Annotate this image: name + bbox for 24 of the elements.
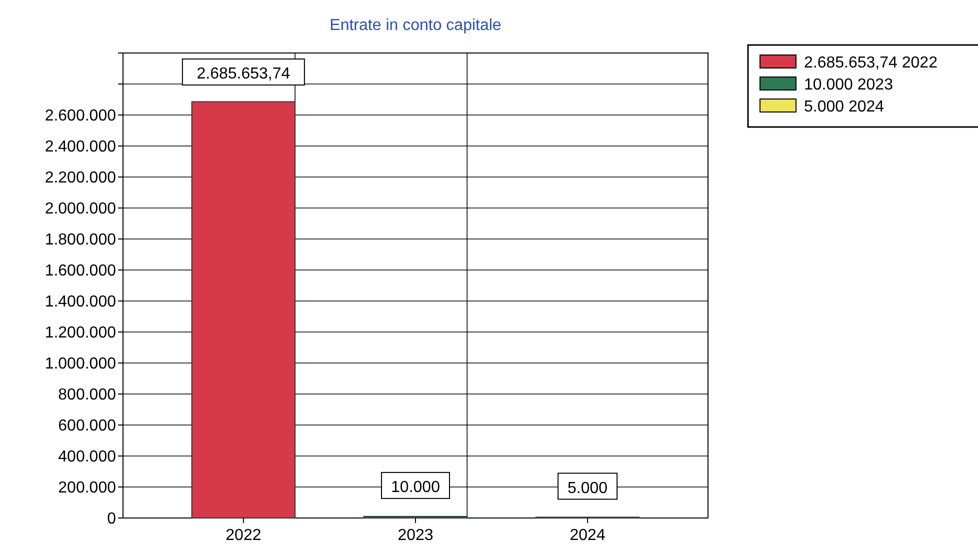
y-tick-label: 200.000 <box>58 480 116 497</box>
data-label: 2.685.653,74 <box>196 66 290 83</box>
legend-label: 5.000 2024 <box>804 98 884 116</box>
legend-label: 2.685.653,74 2022 <box>804 54 938 72</box>
legend-label: 10.000 2023 <box>804 76 894 94</box>
y-tick-label: 1.800.000 <box>44 232 116 249</box>
x-tick-label: 2024 <box>570 527 606 544</box>
y-tick-label: 2.600.000 <box>44 108 116 125</box>
x-tick-label: 2023 <box>398 527 434 544</box>
y-tick-label: 2.400.000 <box>44 138 116 156</box>
y-tick-label: 400.000 <box>58 448 116 466</box>
y-tick-label: 1.200.000 <box>44 324 116 342</box>
y-tick-label: 2.200.000 <box>44 170 116 187</box>
data-label: 5.000 <box>568 480 608 497</box>
y-tick-label: 2.000.000 <box>44 200 116 218</box>
data-label: 10.000 <box>391 479 440 496</box>
chart-title: Entrate in conto capitale <box>330 17 502 34</box>
x-tick-label: 2022 <box>226 527 262 544</box>
y-tick-label: 0 <box>107 510 116 528</box>
y-tick-label: 800.000 <box>58 386 116 404</box>
y-tick-label: 1.000.000 <box>44 356 116 373</box>
y-tick-label: 600.000 <box>58 418 116 435</box>
y-tick-label: 1.400.000 <box>44 294 116 311</box>
y-tick-label: 1.600.000 <box>44 262 116 280</box>
